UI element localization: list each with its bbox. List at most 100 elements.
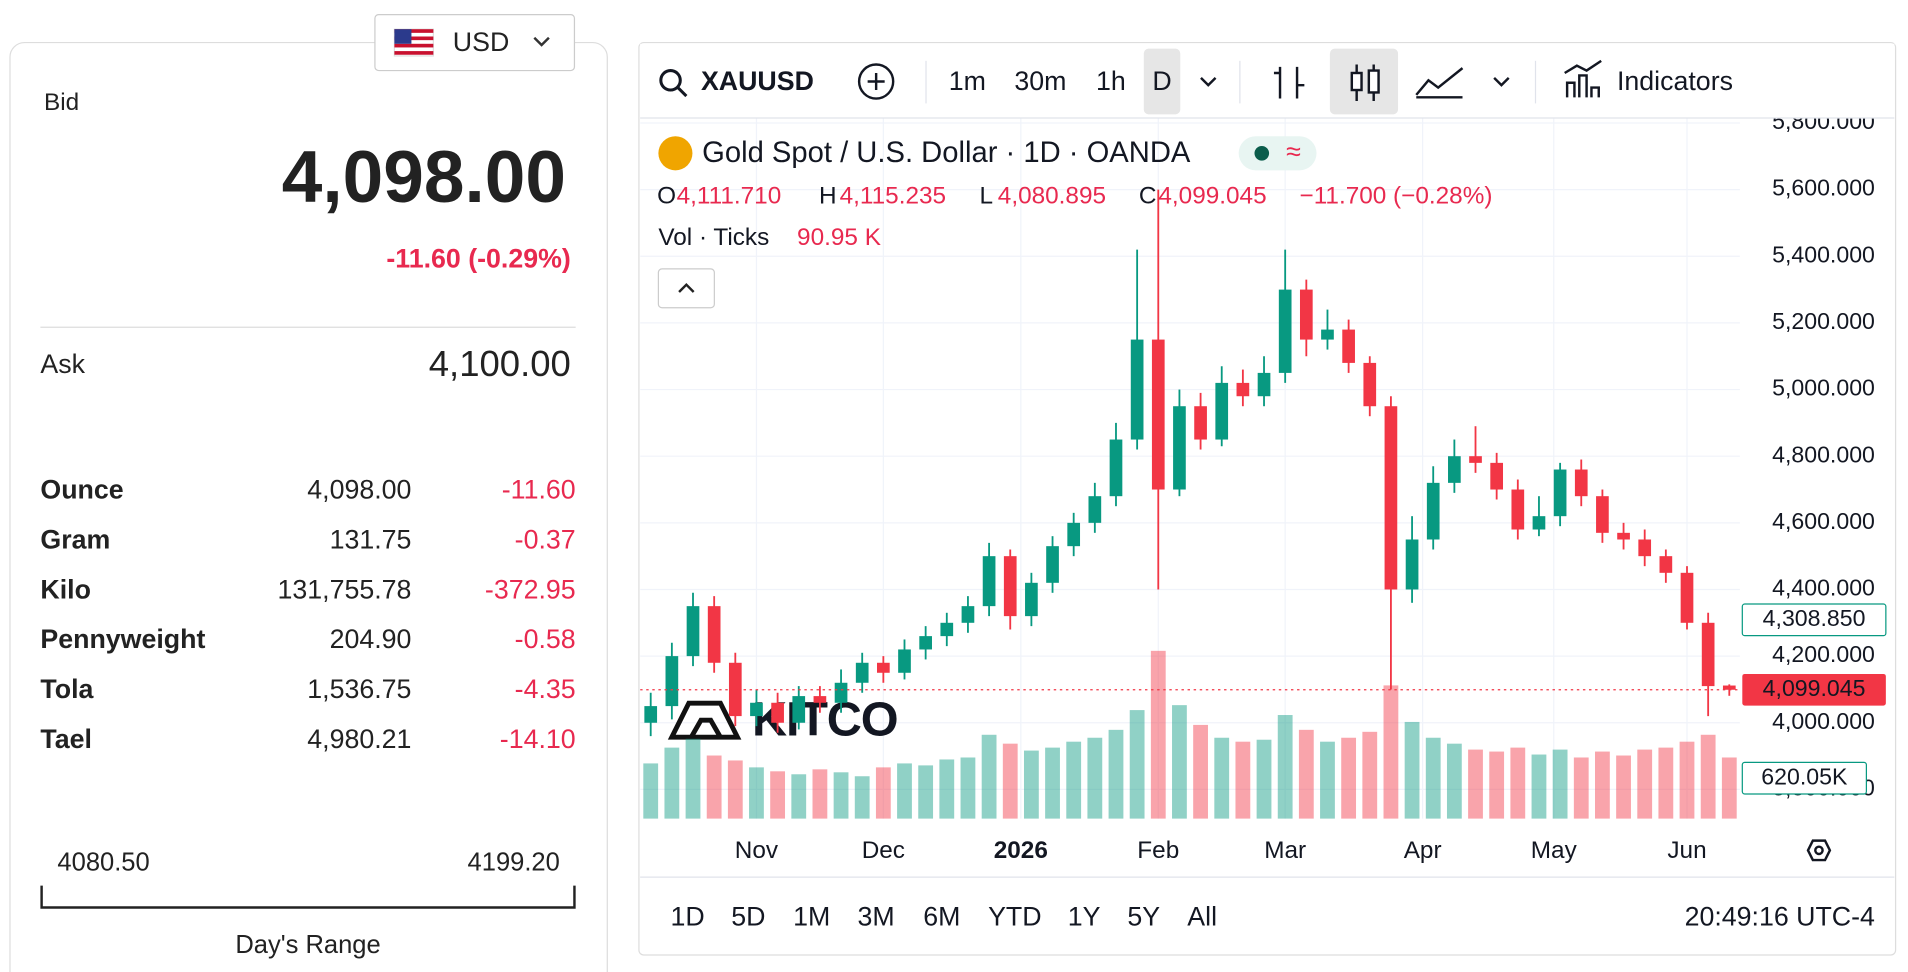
indicators-icon[interactable] [1564,59,1602,98]
candle-body [1680,572,1694,623]
range-bar [40,885,576,909]
volume-bar [981,734,997,819]
volume-bar [1531,754,1547,819]
volume-bar [1383,685,1399,819]
symbol[interactable]: XAUUSD [701,66,814,96]
interval-menu[interactable] [1200,76,1217,87]
range-low: 4080.50 [57,848,149,876]
currency: USD [453,27,509,57]
candle-body [1173,406,1186,490]
range-label: Day's Range [235,931,380,959]
interval[interactable]: 30m [1014,66,1066,96]
candle-body [1659,556,1673,573]
bars-icon[interactable] [1273,66,1305,99]
candles-icon [1367,69,1380,94]
range-button[interactable]: 5Y [1127,902,1160,932]
range-button[interactable]: 1M [793,902,830,932]
add-symbol[interactable] [857,63,895,100]
flag-stripe [394,29,434,33]
candle-body [1574,469,1588,497]
candle-body [1151,339,1165,490]
candle-body [1426,482,1440,540]
range-button[interactable]: 3M [858,902,895,932]
candle-body [1236,382,1250,397]
candle-body [1638,539,1652,557]
status-dot [1254,145,1270,161]
currency-select[interactable]: USD [374,13,576,72]
legend-high: 4,115.235 [840,182,946,209]
interval[interactable]: 1m [949,66,986,96]
unit-change: -0.37 [515,524,576,554]
volume-bar [1552,749,1568,819]
search-icon [676,86,688,98]
range-button[interactable]: All [1187,902,1217,932]
volume-bar [1108,729,1124,819]
candles-active[interactable] [1329,48,1399,115]
ask-label: Ask [40,349,85,379]
volume-bar [664,747,680,819]
clock: 20:49:16 UTC-4 [1685,902,1875,932]
candle-body [1109,439,1123,497]
interval[interactable]: 1h [1096,66,1126,96]
candle-body [834,682,848,703]
range-high: 4199.20 [468,848,560,876]
unit-name: Gram [40,524,110,554]
range-button[interactable]: YTD [988,902,1042,932]
candle-body [1046,546,1059,583]
interval[interactable]: D [1152,66,1171,96]
x-tick-label: Dec [862,837,905,864]
volume-bar [1066,741,1082,819]
range-button[interactable]: 1D [670,902,704,932]
unit-price: 4,098.00 [307,475,411,505]
collapse-button[interactable] [657,268,715,309]
candle-body [686,606,700,657]
x-tick-label: Mar [1264,837,1306,864]
chart-type-menu[interactable] [1493,76,1510,87]
candle-body [961,606,975,623]
y-tick-label: 4,400.000 [1772,575,1875,601]
search-icon [659,69,682,92]
symbol-icon [658,136,693,171]
candle-body [940,622,954,637]
volume-bar [643,763,659,819]
overlay: Nov Dec 2026 Feb Mar Apr May Jun 4,308.850 4,099.… [735,603,1887,864]
chevron [533,36,550,47]
range-button[interactable]: 6M [923,902,960,932]
candle-body [1088,496,1102,523]
indicators[interactable]: Indicators [1617,66,1733,96]
candle-body [855,662,869,683]
volume-bar [833,772,849,819]
volume-bar [812,769,828,819]
unit-price: 131,755.78 [278,574,412,604]
candle-body [813,696,827,703]
volume-bar [1616,755,1631,819]
volume-bar [960,757,976,819]
legend-open: 4,111.710 [677,182,782,209]
candle-body [1257,372,1271,397]
area-icon[interactable] [1415,67,1464,99]
unit-table: Ounce 4,098.00 -11.60 Gram 131.75 -0.37 Kilo 13… [40,475,575,754]
volume-bar [1023,750,1039,819]
candle-body [898,649,911,673]
unit-price: 4,980.21 [307,724,411,754]
candle-body [1469,456,1482,463]
candle-body [1003,556,1017,617]
ask: 4,100.00 [429,343,571,384]
y-tick-label: 4,200.000 [1772,641,1875,667]
price-marker-label: 4,308.850 [1763,605,1866,631]
range-button[interactable]: 5D [731,902,765,932]
candle-body [728,662,742,717]
unit-change: -372.95 [485,574,576,604]
unit-name: Tael [40,724,92,754]
legend-c: C [1139,182,1157,209]
symbol-clip: XAUUSD [701,66,814,96]
unit-change: -4.35 [515,674,576,704]
bid: 4,098.00 [282,137,566,218]
unit-price: 204.90 [330,624,412,654]
settings-icon[interactable] [1806,839,1832,862]
candle-body [877,662,890,673]
volume-bar [1045,747,1060,819]
flag-stripe [394,51,434,55]
range-button[interactable]: 1Y [1068,902,1101,932]
